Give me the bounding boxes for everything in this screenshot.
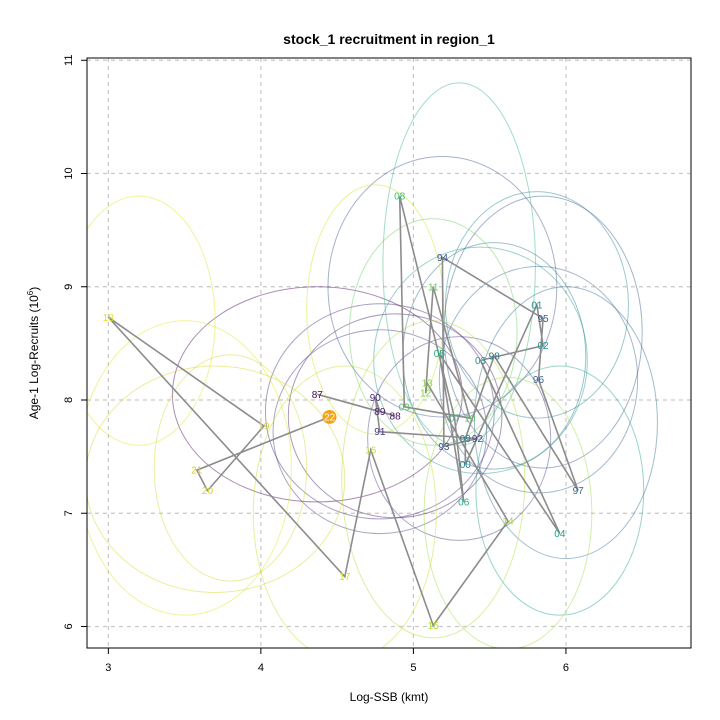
latest-year-marker — [322, 409, 337, 424]
point-label-18: 18 — [103, 313, 115, 324]
x-axis: 3 4 5 6 — [105, 648, 569, 674]
point-label-88: 88 — [390, 411, 402, 422]
point-label-99: 99 — [460, 434, 472, 445]
confidence-ellipse — [272, 329, 488, 535]
confidence-ellipse — [306, 184, 445, 435]
point-label-16: 16 — [365, 445, 377, 456]
y-axis-label-main: Age-1 Log-Recruits (10 — [27, 295, 41, 419]
confidence-ellipse — [443, 195, 643, 469]
trajectory-line — [107, 196, 579, 628]
point-label-94: 94 — [437, 253, 449, 264]
x-tick-label: 4 — [258, 662, 264, 674]
confidence-ellipse — [87, 365, 346, 593]
confidence-ellipse — [438, 265, 639, 494]
confidence-ellipse — [153, 354, 308, 582]
point-label-12: 12 — [420, 389, 432, 400]
y-tick-label: 11 — [63, 55, 75, 66]
point-label-01: 01 — [531, 300, 543, 311]
confidence-ellipse — [444, 191, 629, 419]
point-label-06: 06 — [458, 497, 470, 508]
confidence-ellipse — [348, 218, 518, 446]
confidence-ellipse — [475, 365, 645, 616]
confidence-ellipse — [87, 195, 216, 446]
confidence-ellipse — [367, 336, 552, 541]
point-label-03: 03 — [475, 356, 487, 367]
x-tick-label: 3 — [105, 662, 111, 674]
y-axis-label: Age-1 Log-Recruits (106) — [26, 287, 41, 420]
y-axis-label-sup: 6 — [26, 290, 35, 295]
x-axis-label: Log-SSB (kmt) — [350, 690, 429, 704]
confidence-ellipse — [473, 286, 658, 560]
y-tick-label: 9 — [63, 284, 75, 290]
point-label-08: 08 — [394, 192, 406, 203]
trajectory — [107, 196, 579, 628]
y-tick-label: 10 — [63, 167, 75, 179]
y-tick-label: 6 — [63, 623, 75, 629]
point-label-89: 89 — [374, 407, 386, 418]
confidence-ellipse — [171, 286, 463, 503]
year-labels: 87 88 89 90 91 92 93 94 95 96 97 98 99 00 01 02 03 04 05 06… — [103, 192, 584, 632]
chart-title: stock_1 recruitment in region_1 — [283, 31, 495, 47]
confidence-ellipse — [341, 320, 526, 639]
point-label-15: 15 — [428, 621, 440, 632]
point-label-10: 10 — [464, 414, 476, 425]
point-label-04: 04 — [554, 529, 566, 540]
confidence-ellipse — [87, 320, 292, 616]
point-label-97: 97 — [573, 486, 585, 497]
y-axis: 6 7 8 9 10 11 — [63, 55, 87, 630]
point-label-05: 05 — [434, 349, 446, 360]
confidence-ellipse — [327, 156, 558, 418]
point-label-92: 92 — [472, 434, 484, 445]
point-label-19: 19 — [258, 422, 270, 433]
x-tick-label: 5 — [410, 662, 416, 674]
grid-layer — [87, 58, 691, 648]
point-label-96: 96 — [533, 375, 545, 386]
y-axis-label-end: ) — [27, 287, 41, 291]
point-label-20: 20 — [202, 486, 214, 497]
y-tick-label: 8 — [63, 397, 75, 403]
point-label-87: 87 — [312, 390, 324, 401]
confidence-ellipse — [382, 82, 536, 446]
highlight-layer — [322, 409, 337, 424]
point-label-00: 00 — [460, 460, 472, 471]
confidence-ellipse — [264, 303, 495, 520]
point-label-95: 95 — [537, 314, 549, 325]
point-label-02: 02 — [537, 341, 549, 352]
confidence-ellipses — [87, 82, 658, 648]
point-label-90: 90 — [370, 393, 382, 404]
y-tick-label: 7 — [63, 510, 75, 516]
point-label-07: 07 — [449, 414, 461, 425]
point-label-09: 09 — [399, 402, 411, 413]
point-label-98: 98 — [489, 351, 501, 362]
plot-frame — [86, 57, 692, 649]
point-label-91: 91 — [374, 427, 386, 438]
x-tick-label: 6 — [563, 662, 569, 674]
point-label-22: 22 — [324, 412, 336, 423]
point-label-11: 11 — [428, 282, 439, 293]
point-label-14: 14 — [502, 517, 514, 528]
point-label-21: 21 — [191, 466, 203, 477]
point-label-13: 13 — [422, 379, 434, 390]
point-label-17: 17 — [339, 572, 351, 583]
point-label-93: 93 — [438, 442, 450, 453]
confidence-ellipse — [252, 365, 437, 648]
